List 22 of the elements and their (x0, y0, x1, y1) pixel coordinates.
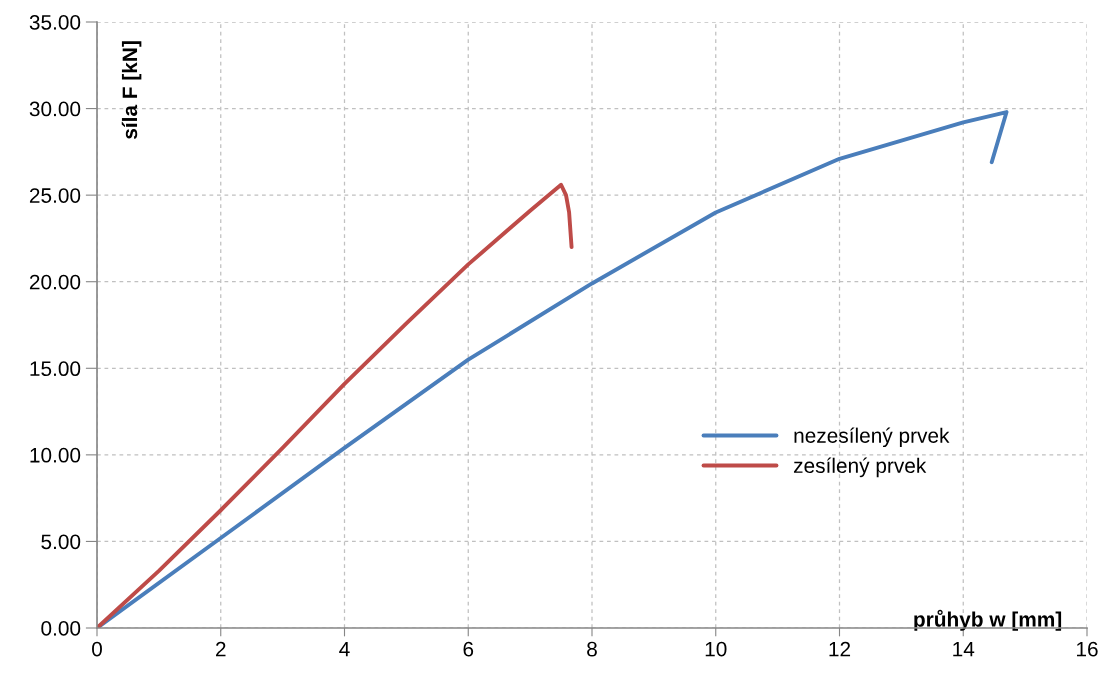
x-tick-label: 16 (1077, 641, 1098, 657)
y-tick-label: 0.00 (41, 621, 81, 636)
y-tick-label: 5.00 (41, 534, 81, 550)
x-tick-label: 12 (829, 641, 851, 657)
x-tick-label: 10 (705, 641, 727, 657)
legend-label: nezesílený prvek (794, 427, 950, 448)
x-tick-label: 6 (463, 641, 474, 657)
y-tick-label: 10.00 (30, 447, 81, 463)
line-series (97, 182, 574, 628)
x-axis-title: průhyb w [mm] (914, 609, 1062, 631)
x-tick-label: 8 (587, 641, 597, 657)
y-axis-title: síla F [kN] (121, 41, 142, 139)
y-tick-label: 25.00 (29, 188, 81, 203)
y-tick-label: 15.00 (30, 361, 81, 377)
x-tick-label: 4 (339, 641, 350, 657)
x-tick-label: 0 (92, 641, 102, 657)
x-tick-label: 14 (953, 641, 975, 657)
y-tick-label: 35.00 (29, 15, 81, 30)
y-tick-label: 30.00 (29, 101, 81, 117)
legend-label: zesílený prvek (793, 457, 927, 478)
x-tick-label: 2 (216, 641, 226, 657)
y-tick-label: 20.00 (29, 274, 81, 290)
